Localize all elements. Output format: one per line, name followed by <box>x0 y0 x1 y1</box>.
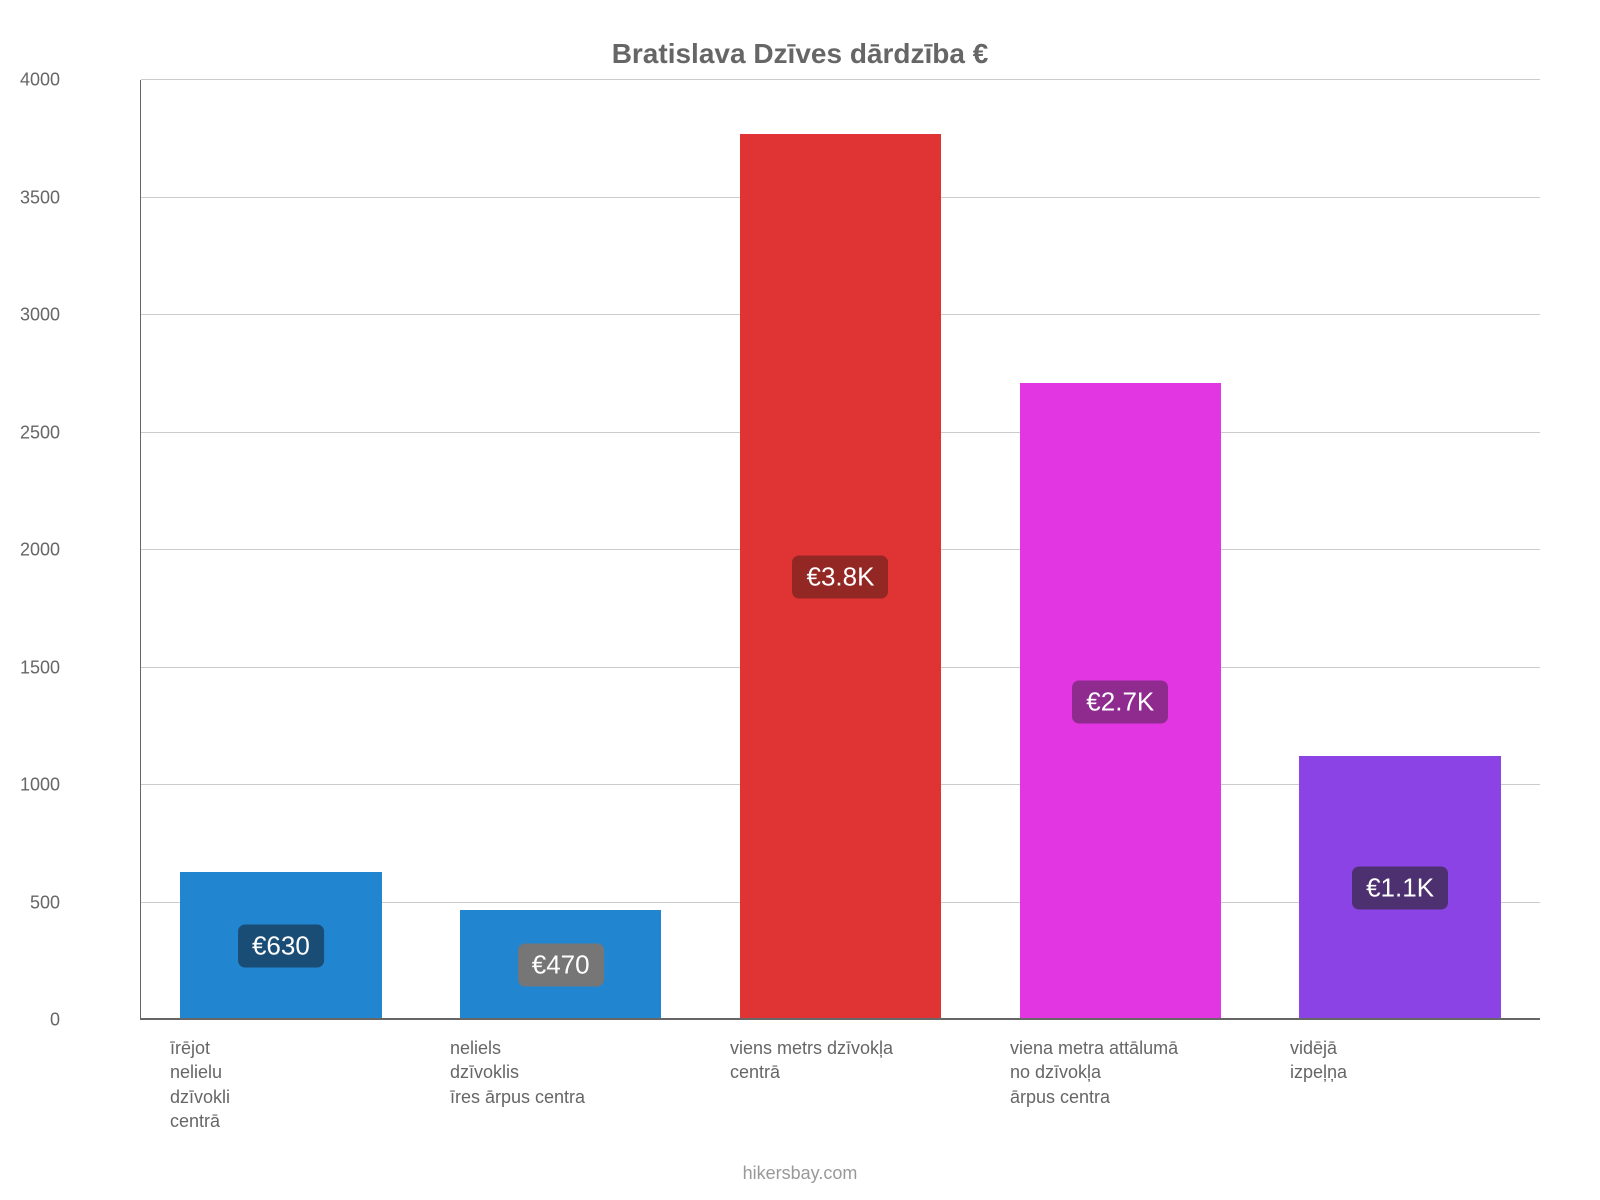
value-badge: €2.7K <box>1072 680 1168 723</box>
x-tick-label: vidējā izpeļņa <box>1260 1036 1540 1133</box>
y-tick-label: 2000 <box>0 540 60 561</box>
value-badge: €1.1K <box>1352 866 1448 909</box>
value-badge: €630 <box>238 924 324 967</box>
attribution-text: hikersbay.com <box>40 1163 1560 1184</box>
chart-title: Bratislava Dzīves dārdzība € <box>40 38 1560 70</box>
chart-container: Bratislava Dzīves dārdzība € 05001000150… <box>0 0 1600 1200</box>
value-badge: €3.8K <box>793 556 889 599</box>
bar-slot: €630 <box>141 80 421 1020</box>
bar-slot: €1.1K <box>1260 80 1540 1020</box>
y-tick-label: 2500 <box>0 422 60 443</box>
baseline <box>141 1018 1540 1020</box>
bar: €3.8K <box>740 134 941 1020</box>
bar: €630 <box>180 872 381 1020</box>
value-badge: €470 <box>518 943 604 986</box>
x-tick-label: viena metra attālumā no dzīvokļa ārpus c… <box>980 1036 1260 1133</box>
bars-row: €630 €470 €3.8K €2.7K €1.1K <box>141 80 1540 1020</box>
y-axis: 05001000150020002500300035004000 <box>70 80 130 1020</box>
bar: €1.1K <box>1299 756 1500 1020</box>
y-tick-label: 1500 <box>0 657 60 678</box>
x-tick-label: neliels dzīvoklis īres ārpus centra <box>420 1036 700 1133</box>
bar-slot: €2.7K <box>980 80 1260 1020</box>
bar: €470 <box>460 910 661 1020</box>
bar-slot: €470 <box>421 80 701 1020</box>
plot-area: €630 €470 €3.8K €2.7K €1.1K <box>140 80 1540 1020</box>
bar: €2.7K <box>1020 383 1221 1020</box>
y-tick-label: 3000 <box>0 305 60 326</box>
x-tick-label: viens metrs dzīvokļa centrā <box>700 1036 980 1133</box>
y-tick-label: 3500 <box>0 187 60 208</box>
plot-wrap: 05001000150020002500300035004000 €630€47… <box>80 80 1540 1020</box>
y-tick-label: 500 <box>0 892 60 913</box>
x-tick-label: īrējot nelielu dzīvokli centrā <box>140 1036 420 1133</box>
x-axis-labels: īrējot nelielu dzīvokli centrāneliels dz… <box>140 1036 1540 1133</box>
y-tick-label: 1000 <box>0 775 60 796</box>
bar-slot: €3.8K <box>701 80 981 1020</box>
y-tick-label: 0 <box>0 1010 60 1031</box>
y-tick-label: 4000 <box>0 70 60 91</box>
